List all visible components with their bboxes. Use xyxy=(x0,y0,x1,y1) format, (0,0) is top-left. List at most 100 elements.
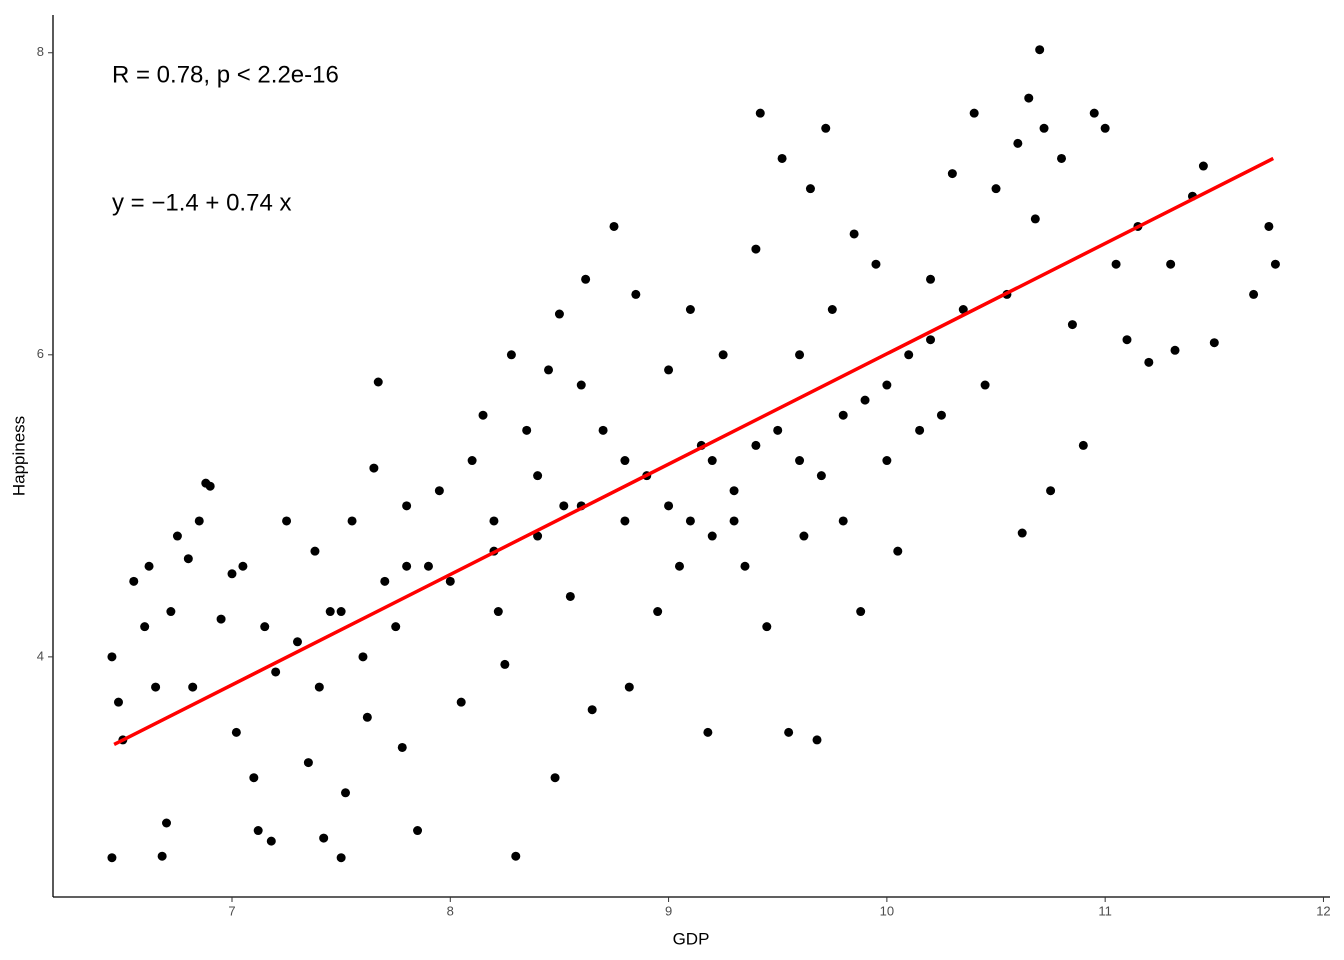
point xyxy=(860,395,870,405)
point xyxy=(506,350,516,360)
point xyxy=(205,481,215,491)
point xyxy=(544,365,554,375)
point xyxy=(904,350,914,360)
point xyxy=(980,380,990,390)
point xyxy=(456,697,466,707)
point xyxy=(762,622,772,632)
x-tick-label: 9 xyxy=(665,903,672,918)
point xyxy=(227,569,237,579)
point xyxy=(1111,259,1121,269)
point xyxy=(434,486,444,496)
point xyxy=(172,531,182,541)
point xyxy=(805,184,815,194)
point xyxy=(253,826,263,836)
point xyxy=(380,576,390,586)
point xyxy=(231,727,241,737)
point xyxy=(216,614,226,624)
point xyxy=(1046,486,1056,496)
y-axis-title: Happiness xyxy=(9,416,28,496)
point xyxy=(1024,93,1034,103)
point xyxy=(107,652,117,662)
point xyxy=(1057,153,1067,163)
point xyxy=(533,471,543,481)
point xyxy=(489,516,499,526)
x-tick-label: 8 xyxy=(447,903,454,918)
point xyxy=(423,561,433,571)
point xyxy=(1067,320,1077,330)
point xyxy=(969,108,979,118)
annotation: R = 0.78, p < 2.2e-16 xyxy=(112,61,339,88)
point xyxy=(500,659,510,669)
point xyxy=(129,576,139,586)
point xyxy=(1122,335,1132,345)
x-tick-label: 11 xyxy=(1098,903,1112,918)
point xyxy=(1013,138,1023,148)
point xyxy=(467,456,477,466)
point xyxy=(703,727,713,737)
point xyxy=(336,853,346,863)
point xyxy=(609,221,619,231)
point xyxy=(292,637,302,647)
point xyxy=(550,773,560,783)
y-tick-label: 6 xyxy=(37,346,44,361)
point xyxy=(358,652,368,662)
x-tick-label: 12 xyxy=(1316,903,1330,918)
point xyxy=(624,682,634,692)
point xyxy=(821,123,831,133)
point xyxy=(397,742,407,752)
point xyxy=(336,607,346,617)
y-tick-label: 8 xyxy=(37,44,44,59)
point xyxy=(620,456,630,466)
point xyxy=(565,591,575,601)
point xyxy=(1030,214,1040,224)
point xyxy=(664,365,674,375)
point xyxy=(620,516,630,526)
point xyxy=(799,531,809,541)
point xyxy=(402,501,412,511)
point xyxy=(162,818,172,828)
point xyxy=(882,456,892,466)
point xyxy=(777,153,787,163)
point xyxy=(827,305,837,315)
point xyxy=(238,561,248,571)
point xyxy=(113,697,123,707)
point xyxy=(685,516,695,526)
point xyxy=(729,516,739,526)
point xyxy=(576,380,586,390)
point xyxy=(1209,338,1219,348)
point xyxy=(271,667,281,677)
point xyxy=(391,622,401,632)
point xyxy=(1166,259,1176,269)
point xyxy=(816,471,826,481)
point xyxy=(266,836,276,846)
point xyxy=(144,561,154,571)
point xyxy=(685,305,695,315)
point xyxy=(373,377,383,387)
point xyxy=(784,727,794,737)
point xyxy=(729,486,739,496)
point xyxy=(871,259,881,269)
point xyxy=(249,773,259,783)
point xyxy=(926,335,936,345)
point xyxy=(947,169,957,179)
point xyxy=(511,851,521,861)
annotation: y = −1.4 + 0.74 x xyxy=(112,189,291,216)
point xyxy=(140,622,150,632)
point xyxy=(707,456,717,466)
point xyxy=(533,531,543,541)
point xyxy=(740,561,750,571)
point xyxy=(493,607,503,617)
point xyxy=(812,735,822,745)
point xyxy=(707,531,717,541)
point xyxy=(598,425,608,435)
point xyxy=(653,607,663,617)
point xyxy=(856,607,866,617)
point xyxy=(369,463,379,473)
point xyxy=(1270,259,1280,269)
point xyxy=(915,425,925,435)
point xyxy=(1039,123,1049,133)
point xyxy=(795,456,805,466)
point xyxy=(1264,221,1274,231)
